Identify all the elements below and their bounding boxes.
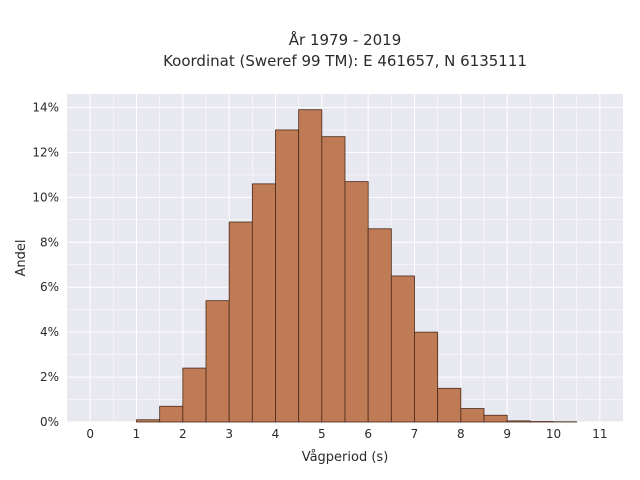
histogram-bar — [390, 275, 415, 423]
y-axis-label: Andel — [14, 240, 29, 277]
x-tick-label: 3 — [225, 427, 233, 441]
x-tick-label: 9 — [503, 427, 511, 441]
histogram-bar — [483, 414, 508, 423]
histogram-bar — [321, 136, 346, 423]
y-tick-label: 14% — [32, 100, 59, 114]
y-tick-label: 2% — [40, 370, 59, 384]
bars — [136, 109, 578, 423]
histogram-bar — [205, 300, 230, 423]
x-tick-label: 7 — [411, 427, 419, 441]
y-tick-label: 12% — [32, 145, 59, 159]
histogram-bar — [275, 129, 300, 423]
x-tick-label: 8 — [457, 427, 465, 441]
x-axis-ticks: 0 1 2 3 4 5 6 7 8 9 10 11 — [86, 427, 607, 441]
histogram-bar — [159, 405, 184, 423]
x-tick-label: 6 — [364, 427, 372, 441]
histogram-bar — [344, 181, 369, 423]
histogram-bar — [437, 387, 462, 423]
x-axis-label: Vågperiod (s) — [302, 450, 389, 465]
x-tick-label: 10 — [546, 427, 561, 441]
y-tick-label: 10% — [32, 190, 59, 204]
y-axis-ticks: 0% 2% 4% 6% 8% 10% 12% 14% — [32, 100, 59, 429]
x-tick-label: 2 — [179, 427, 187, 441]
y-tick-label: 0% — [40, 415, 59, 429]
histogram-bar — [182, 367, 207, 423]
x-tick-label: 1 — [133, 427, 141, 441]
histogram-bar — [228, 221, 253, 423]
y-tick-label: 4% — [40, 325, 59, 339]
chart-title-line1: År 1979 - 2019 — [289, 30, 402, 49]
y-tick-label: 6% — [40, 280, 59, 294]
x-tick-label: 11 — [592, 427, 607, 441]
x-tick-label: 0 — [86, 427, 94, 441]
y-tick-label: 8% — [40, 235, 59, 249]
histogram-bar — [136, 419, 161, 423]
x-tick-label: 5 — [318, 427, 326, 441]
histogram-bar — [414, 331, 439, 423]
histogram-bar — [367, 228, 392, 423]
histogram-bar — [506, 420, 531, 423]
histogram-bar — [298, 109, 323, 423]
chart-title-line2: Koordinat (Sweref 99 TM): E 461657, N 61… — [163, 52, 527, 70]
x-tick-label: 4 — [272, 427, 280, 441]
histogram-bar — [251, 183, 276, 423]
histogram-bar — [460, 408, 485, 423]
